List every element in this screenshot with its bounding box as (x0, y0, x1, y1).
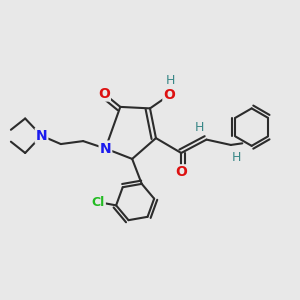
Text: O: O (98, 86, 110, 100)
Text: N: N (36, 129, 47, 143)
Text: H: H (194, 121, 204, 134)
Text: H: H (166, 74, 176, 87)
Text: O: O (164, 88, 175, 102)
Text: N: N (100, 142, 111, 155)
Text: O: O (175, 165, 187, 179)
Text: Cl: Cl (92, 196, 105, 209)
Text: H: H (232, 151, 241, 164)
